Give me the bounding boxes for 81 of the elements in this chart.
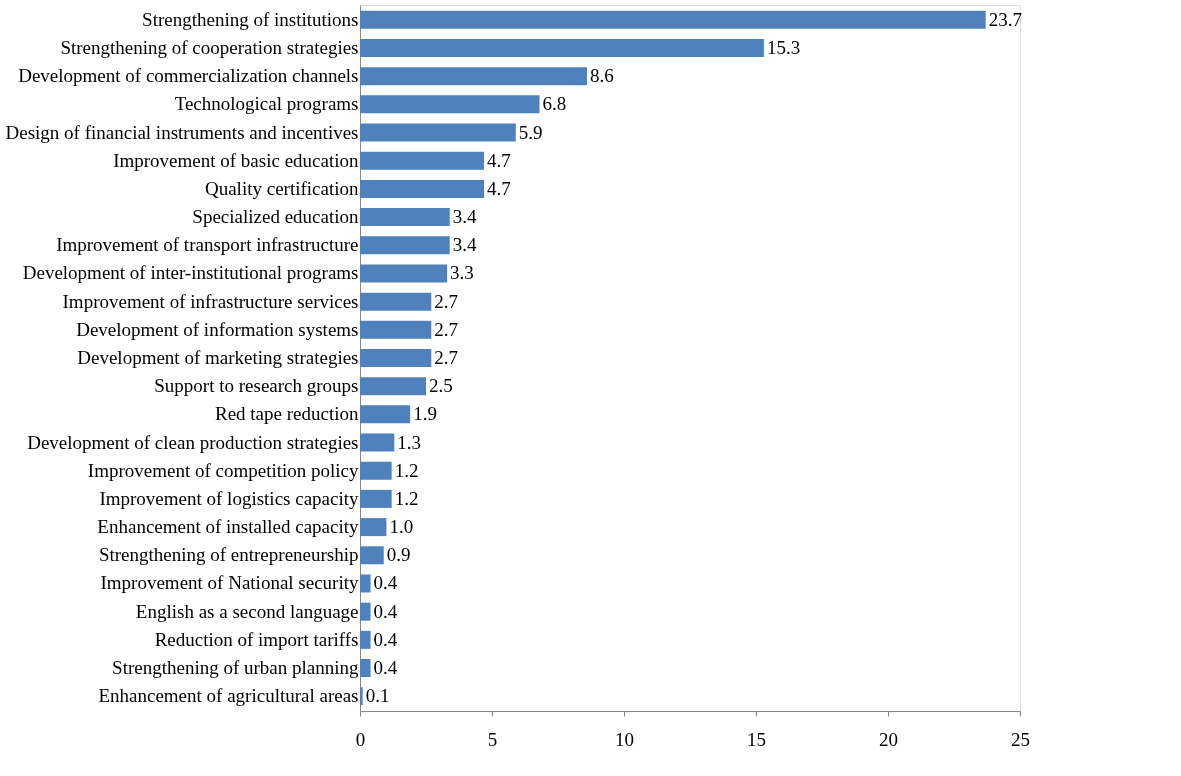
- bar: [360, 292, 432, 311]
- y-tick-label: English as a second language: [135, 600, 359, 622]
- bar: [360, 236, 450, 255]
- y-tick-label: Development of clean production strategies: [27, 431, 359, 453]
- y-tick-label: Improvement of National security: [100, 572, 359, 594]
- data-label: 6.8: [542, 93, 567, 115]
- bar: [360, 10, 986, 29]
- data-label: 2.7: [434, 318, 459, 340]
- data-label: 0.4: [373, 572, 398, 594]
- bar: [360, 264, 448, 283]
- x-tick-label: 25: [1011, 728, 1030, 750]
- data-label: 1.2: [394, 487, 419, 509]
- data-label: 3.3: [450, 262, 474, 284]
- y-tick-label: Improvement of transport infrastructure: [56, 234, 359, 256]
- bar: [360, 377, 426, 396]
- y-tick-label: Enhancement of installed capacity: [97, 516, 359, 538]
- y-tick-label: Enhancement of agricultural areas: [98, 685, 359, 707]
- bar: [360, 123, 516, 142]
- y-tick-label: Red tape reduction: [214, 403, 359, 425]
- data-label: 1.9: [413, 403, 437, 425]
- bar: [360, 489, 392, 508]
- data-label: 15.3: [766, 36, 801, 58]
- y-tick-label: Reduction of import tariffs: [154, 628, 359, 650]
- bar: [360, 546, 384, 565]
- y-tick-label: Design of financial instruments and incentives: [5, 121, 359, 143]
- data-label: 1.3: [397, 431, 422, 453]
- data-label: 2.5: [429, 375, 453, 397]
- bar: [360, 687, 363, 706]
- data-label: 23.7: [988, 8, 1022, 30]
- bar: [360, 320, 432, 339]
- bar: [360, 405, 411, 424]
- y-tick-label: Improvement of basic education: [113, 149, 359, 171]
- bar: [360, 461, 392, 480]
- y-tick-label: Development of inter-institutional programs: [22, 262, 359, 284]
- y-tick-label: Technological programs: [174, 93, 359, 115]
- y-tick-label: Improvement of competition policy: [87, 459, 359, 481]
- bar: [360, 602, 371, 621]
- bar: [360, 38, 764, 57]
- data-label: 1.0: [389, 516, 414, 538]
- data-label: 8.6: [590, 65, 614, 87]
- data-label: 1.2: [394, 459, 419, 481]
- x-tick-label: 20: [879, 728, 898, 750]
- bar: [360, 208, 450, 227]
- bar: [360, 574, 371, 593]
- bar: [360, 151, 485, 170]
- data-label: 2.7: [434, 347, 459, 368]
- data-label: 2.7: [434, 290, 459, 312]
- bar: [360, 349, 432, 367]
- y-tick-label: Development of commercialization channels: [18, 65, 359, 87]
- y-tick-label: Strengthening of urban planning: [112, 657, 359, 679]
- data-label: 4.7: [487, 177, 511, 199]
- data-label: 0.9: [386, 544, 411, 566]
- data-label: 0.1: [365, 685, 390, 707]
- bar: [360, 179, 485, 198]
- y-tick-label: Development of marketing strategies: [77, 347, 359, 368]
- bar: [360, 433, 395, 452]
- y-tick-label: Development of information systems: [76, 318, 359, 340]
- y-tick-label: Strengthening of cooperation strategies: [60, 36, 359, 58]
- data-label: 0.4: [373, 600, 398, 622]
- bar: [360, 518, 387, 537]
- bar: [360, 95, 540, 114]
- data-label: 4.7: [487, 149, 511, 171]
- bar: [360, 659, 371, 678]
- data-label: 3.4: [452, 206, 478, 228]
- data-label: 0.4: [373, 657, 398, 679]
- data-label: 5.9: [518, 121, 543, 143]
- x-tick-label: 0: [355, 728, 366, 750]
- bar: [360, 67, 588, 86]
- data-label: 3.4: [452, 234, 478, 256]
- y-tick-label: Quality certification: [204, 177, 359, 199]
- y-tick-label: Strengthening of entrepreneurship: [98, 544, 359, 566]
- y-tick-label: Specialized education: [192, 206, 359, 228]
- data-label: 0.4: [373, 628, 398, 650]
- x-tick-label: 10: [615, 728, 634, 750]
- y-tick-label: Improvement of logistics capacity: [99, 487, 359, 509]
- y-tick-label: Improvement of infrastructure services: [62, 290, 359, 312]
- bar: [360, 630, 371, 649]
- y-tick-label: Strengthening of institutions: [142, 8, 359, 30]
- y-tick-label: Support to research groups: [154, 375, 359, 397]
- x-tick-label: 15: [747, 728, 766, 750]
- x-tick-label: 5: [487, 728, 498, 750]
